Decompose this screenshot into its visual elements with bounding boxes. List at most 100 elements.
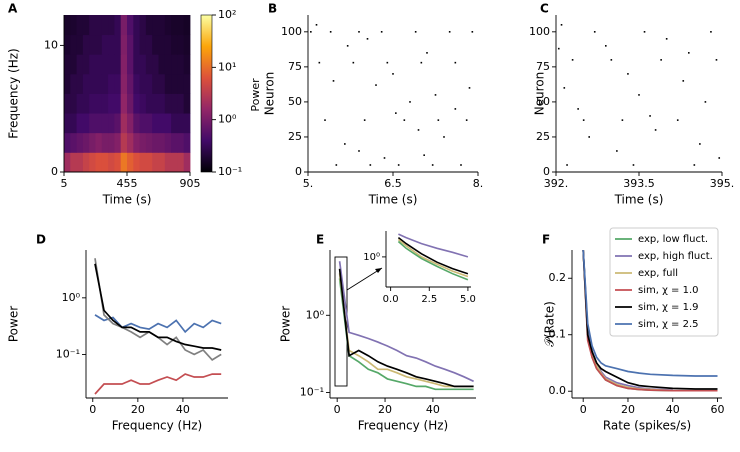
spike [566, 164, 568, 166]
heat-cell [64, 73, 71, 94]
heat-cell [108, 73, 115, 94]
colorbar-label: Power [249, 78, 262, 112]
heat-cell [127, 113, 134, 134]
spike [643, 31, 646, 33]
y-tick-label: 10 [44, 38, 58, 51]
spike [638, 94, 640, 96]
heat-cell [76, 73, 84, 94]
colorbar-tick-label: 10¹ [218, 60, 236, 73]
spike [335, 164, 338, 166]
heat-cell [114, 113, 122, 134]
heat-cell [152, 54, 159, 75]
spike [577, 108, 579, 110]
heat-cell [139, 73, 147, 94]
y-tick-label: 0.0 [549, 384, 567, 397]
x-tick-label: 6.5 [384, 177, 402, 190]
spike [409, 101, 411, 103]
heat-cell [171, 73, 178, 94]
x-tick-label: 5 [61, 177, 68, 190]
x-tick-label: 905 [180, 177, 201, 190]
panel-label: B [268, 2, 277, 16]
heat-cell [177, 73, 185, 94]
y-tick-label: 25 [288, 130, 302, 143]
heat-cell [164, 54, 172, 75]
heat-cell [120, 34, 128, 55]
colorbar [200, 14, 213, 173]
x-axis-label: Frequency (Hz) [358, 419, 449, 433]
y-tick-label: 75 [288, 60, 302, 73]
x-tick-label: 393.5 [623, 177, 655, 190]
heat-cell [89, 73, 96, 94]
heat-cell [177, 152, 185, 173]
line-series [582, 250, 718, 392]
heat-cell [152, 152, 159, 173]
line-series [398, 233, 469, 258]
heat-cell [164, 73, 172, 94]
heat-cell [158, 93, 166, 114]
spike [632, 164, 635, 166]
y-axis-label: Frequency (Hz) [7, 48, 21, 139]
spike [460, 164, 462, 166]
heat-cell [127, 34, 134, 55]
heat-cell [108, 15, 115, 36]
heat-cell [95, 73, 103, 94]
y-tick-label: 25 [536, 130, 550, 143]
heat-cell [82, 93, 90, 114]
heat-cell [76, 152, 84, 173]
heat-cell [152, 15, 159, 36]
heat-cell [120, 15, 128, 36]
y-tick-label: 0 [51, 165, 58, 178]
spike [593, 31, 596, 33]
heat-cell [158, 15, 166, 36]
heat-cell [171, 34, 178, 55]
heat-cell [158, 152, 166, 173]
heat-cell [114, 34, 122, 55]
spike [395, 112, 397, 114]
y-tick-label: 50 [288, 95, 302, 108]
heat-cell [171, 15, 178, 36]
heat-cell [76, 54, 84, 75]
heat-cell [171, 113, 178, 134]
x-tick-label: 395. [710, 177, 735, 190]
line-series [94, 314, 222, 334]
heat-cell [171, 93, 178, 114]
heat-cell [158, 113, 166, 134]
spike [699, 143, 701, 145]
heat-cell [139, 54, 147, 75]
line-series [338, 273, 474, 388]
zoom-arrowhead [375, 268, 382, 273]
heat-cell [139, 15, 147, 36]
spike [560, 24, 563, 26]
spike [417, 129, 420, 131]
spike [682, 80, 685, 82]
y-axis-label: Neuron [533, 72, 547, 116]
legend-label: exp, high fluct. [638, 251, 713, 262]
heat-cell [120, 93, 128, 114]
heat-cell [127, 73, 134, 94]
heat-cell [164, 93, 172, 114]
panel-label: D [36, 233, 46, 247]
heat-cell [145, 15, 153, 36]
heat-cell [89, 15, 96, 36]
legend-label: sim, χ = 1.0 [638, 285, 699, 296]
heat-cell [171, 54, 178, 75]
spike [627, 73, 629, 75]
spike [324, 119, 326, 121]
spike [649, 115, 651, 117]
heat-cell [76, 93, 84, 114]
zoom-arrow [346, 267, 383, 291]
heat-cell [89, 34, 96, 55]
heat-cell [158, 132, 166, 153]
heat-cell [145, 54, 153, 75]
heat-cell [183, 15, 191, 36]
heat-cell [76, 34, 84, 55]
legend-label: sim, χ = 1.9 [638, 302, 699, 313]
spike [443, 136, 445, 138]
spike [310, 31, 312, 33]
heat-cell [145, 132, 153, 153]
y-tick-label: 0.1 [549, 328, 567, 341]
heat-cell [152, 73, 159, 94]
spike [588, 136, 590, 138]
heat-cell [120, 54, 128, 75]
spike [465, 119, 468, 121]
